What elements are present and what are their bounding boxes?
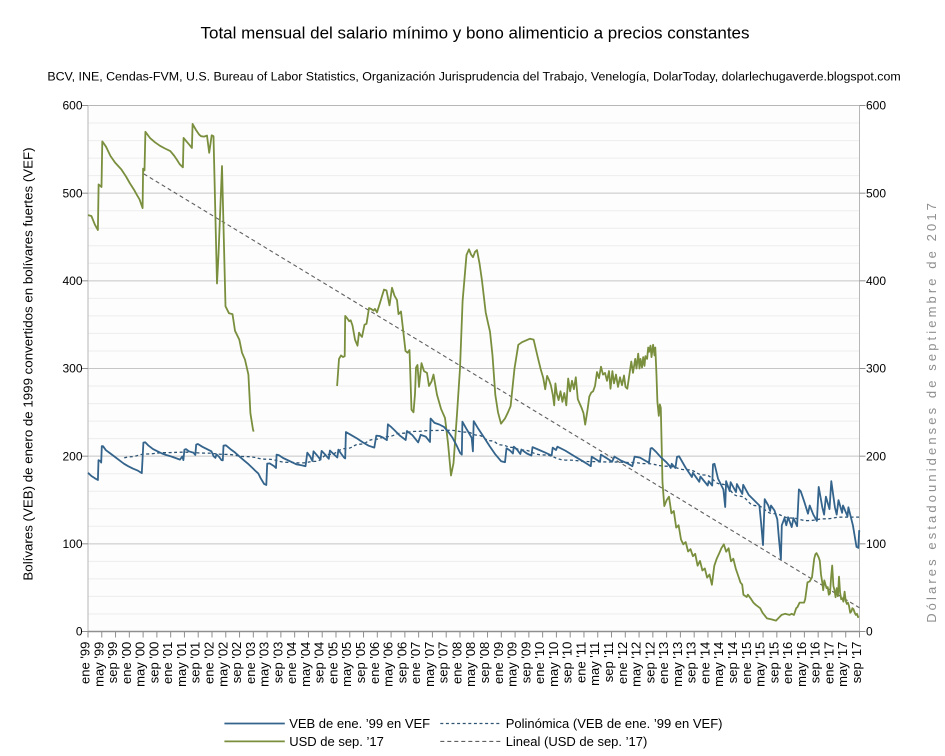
svg-text:sep '00: sep '00 [146, 642, 161, 684]
svg-text:100: 100 [62, 537, 82, 551]
svg-text:ene '07: ene '07 [408, 642, 423, 684]
svg-text:may '00: may '00 [133, 642, 148, 687]
svg-text:ene '05: ene '05 [325, 642, 340, 684]
svg-text:sep '07: sep '07 [436, 642, 451, 684]
svg-text:ene '10: ene '10 [532, 642, 547, 684]
svg-text:sep '05: sep '05 [353, 642, 368, 684]
svg-text:Polinómica (VEB de ene. ’99 en: Polinómica (VEB de ene. ’99 en VEF) [506, 716, 723, 731]
svg-text:sep '99: sep '99 [105, 642, 120, 684]
svg-text:ene '01: ene '01 [160, 642, 175, 684]
svg-text:ene '11: ene '11 [573, 642, 588, 683]
svg-text:0: 0 [866, 625, 873, 639]
svg-text:may '10: may '10 [546, 642, 561, 687]
svg-text:sep '17: sep '17 [849, 642, 864, 684]
svg-text:600: 600 [866, 99, 886, 113]
svg-text:sep '11: sep '11 [601, 642, 616, 683]
svg-text:200: 200 [62, 449, 82, 463]
svg-text:sep '14: sep '14 [725, 642, 740, 684]
svg-text:sep '01: sep '01 [188, 642, 203, 684]
svg-text:sep '08: sep '08 [477, 642, 492, 684]
svg-text:may '07: may '07 [422, 642, 437, 687]
svg-text:BCV, INE, Cendas-FVM, U.S. Bur: BCV, INE, Cendas-FVM, U.S. Bureau of Lab… [47, 70, 900, 84]
svg-text:Dólares estadounidenses de sep: Dólares estadounidenses de septiembre de… [924, 200, 939, 623]
svg-text:sep '12: sep '12 [642, 642, 657, 684]
svg-text:400: 400 [866, 274, 886, 288]
svg-text:may '08: may '08 [463, 642, 478, 687]
svg-text:may '11: may '11 [587, 642, 602, 686]
svg-text:ene '16: ene '16 [780, 642, 795, 684]
svg-text:may '09: may '09 [505, 642, 520, 687]
svg-text:ene '99: ene '99 [78, 642, 93, 684]
svg-text:may '03: may '03 [257, 642, 272, 687]
svg-text:sep '06: sep '06 [394, 642, 409, 684]
svg-text:Lineal (USD de sep. ’17): Lineal (USD de sep. ’17) [506, 734, 648, 749]
svg-text:may '99: may '99 [91, 642, 106, 687]
svg-text:sep '16: sep '16 [808, 642, 823, 684]
svg-text:ene '00: ene '00 [119, 642, 134, 684]
svg-text:ene '15: ene '15 [739, 642, 754, 684]
svg-text:sep '09: sep '09 [518, 642, 533, 684]
svg-text:may '02: may '02 [215, 642, 230, 687]
svg-text:500: 500 [866, 186, 886, 200]
svg-text:ene '17: ene '17 [821, 642, 836, 684]
svg-text:may '05: may '05 [339, 642, 354, 687]
svg-text:may '14: may '14 [711, 642, 726, 687]
svg-text:sep '13: sep '13 [684, 642, 699, 684]
svg-text:400: 400 [62, 274, 82, 288]
svg-text:Bolívares (VEB) de enero de 19: Bolívares (VEB) de enero de 1999 convert… [21, 147, 36, 580]
svg-text:300: 300 [866, 362, 886, 376]
svg-text:sep '02: sep '02 [229, 642, 244, 684]
svg-text:sep '15: sep '15 [766, 642, 781, 684]
svg-text:may '13: may '13 [670, 642, 685, 687]
svg-text:200: 200 [866, 449, 886, 463]
svg-text:ene '14: ene '14 [697, 642, 712, 684]
svg-text:may '12: may '12 [629, 642, 644, 687]
svg-text:ene '02: ene '02 [201, 642, 216, 684]
svg-text:ene '03: ene '03 [243, 642, 258, 684]
svg-text:600: 600 [62, 99, 82, 113]
svg-text:sep '03: sep '03 [270, 642, 285, 684]
svg-text:Total mensual del salario míni: Total mensual del salario mínimo y bono … [201, 24, 750, 43]
svg-text:ene '08: ene '08 [449, 642, 464, 684]
svg-text:sep '04: sep '04 [312, 642, 327, 684]
svg-text:may '01: may '01 [174, 642, 189, 687]
svg-text:500: 500 [62, 186, 82, 200]
svg-text:may '16: may '16 [794, 642, 809, 687]
svg-text:may '15: may '15 [753, 642, 768, 687]
svg-text:100: 100 [866, 537, 886, 551]
svg-text:may '06: may '06 [381, 642, 396, 687]
svg-text:ene '04: ene '04 [284, 642, 299, 684]
svg-text:VEB de ene. ’99 en VEF: VEB de ene. ’99 en VEF [289, 716, 430, 731]
svg-text:ene '12: ene '12 [615, 642, 630, 684]
svg-text:300: 300 [62, 362, 82, 376]
svg-text:0: 0 [76, 625, 83, 639]
svg-text:ene '09: ene '09 [491, 642, 506, 684]
svg-text:may '17: may '17 [835, 642, 850, 687]
svg-text:ene '13: ene '13 [656, 642, 671, 684]
svg-text:USD de sep. ’17: USD de sep. ’17 [289, 734, 384, 749]
svg-text:sep '10: sep '10 [560, 642, 575, 684]
svg-text:ene '06: ene '06 [367, 642, 382, 684]
svg-text:may '04: may '04 [298, 642, 313, 687]
